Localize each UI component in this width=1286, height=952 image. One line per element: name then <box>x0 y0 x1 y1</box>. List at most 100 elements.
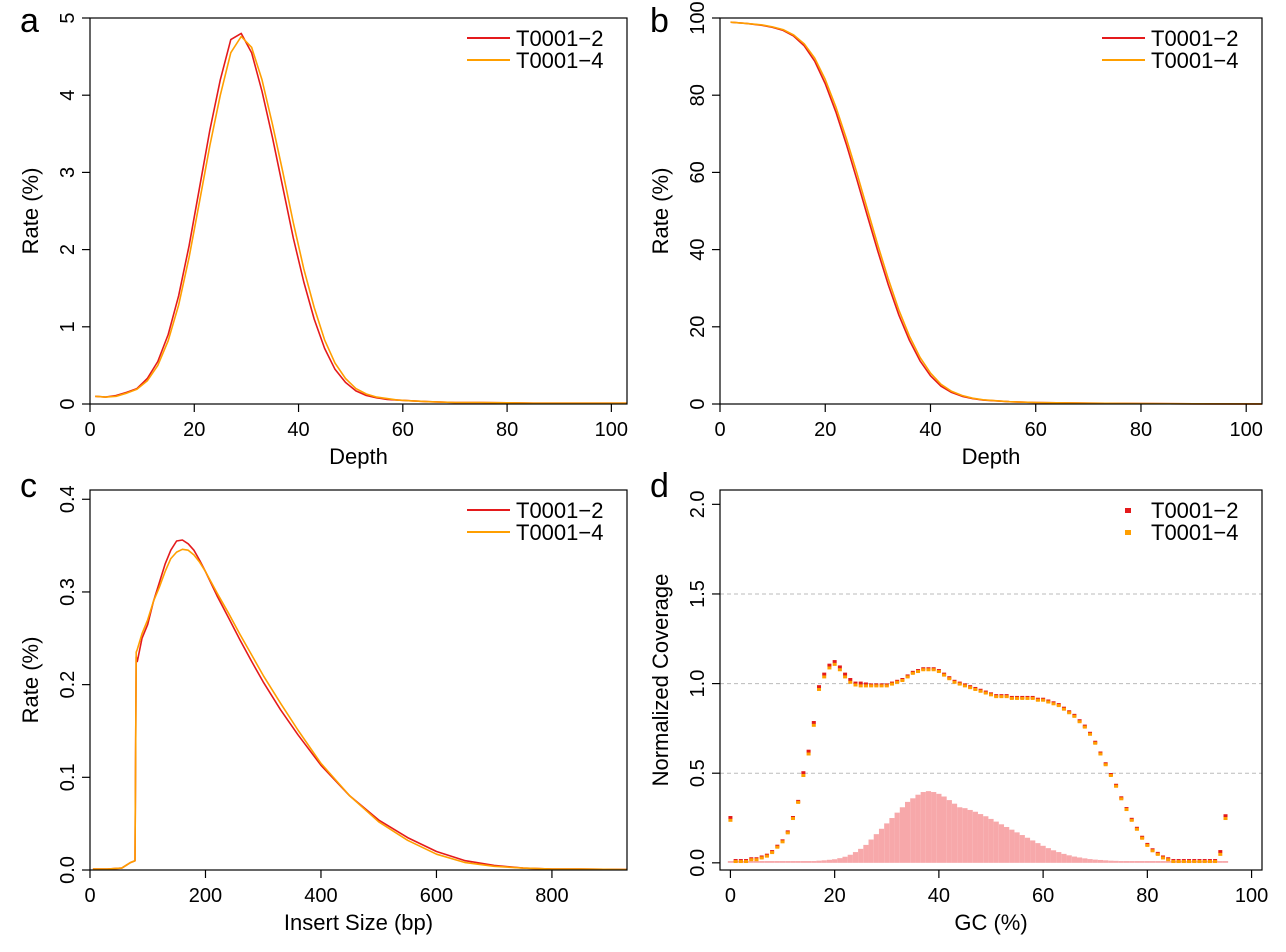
x-tick-label: 800 <box>535 885 568 907</box>
data-point <box>811 721 816 725</box>
data-point <box>884 684 889 688</box>
y-tick-label: 5 <box>57 12 79 23</box>
data-point <box>843 675 848 679</box>
gc-bar <box>1045 848 1051 863</box>
panel-a: a 0 20 40 60 80 100 0 1 2 3 4 5 Depth Rate (%) T0001−2T… <box>18 2 628 469</box>
data-point <box>895 680 900 684</box>
series-line <box>92 539 628 871</box>
x-tick-label: 80 <box>1130 419 1152 441</box>
gc-bar <box>1014 832 1020 863</box>
gc-bar <box>847 854 853 863</box>
gc-bar <box>1009 829 1015 863</box>
x-tick-label: 20 <box>824 885 846 907</box>
gc-bar <box>915 794 921 863</box>
plot-frame <box>89 489 628 871</box>
legend-label: T0001−4 <box>516 48 603 73</box>
x-axis-label: Depth <box>962 444 1021 469</box>
gc-bar <box>764 861 770 863</box>
series-line <box>730 21 1263 405</box>
data-point <box>926 668 931 672</box>
x-tick-label: 80 <box>1136 885 1158 907</box>
data-point <box>744 860 749 864</box>
gc-bar <box>1030 840 1036 863</box>
data-point <box>770 851 775 855</box>
legend-swatch <box>1125 508 1131 513</box>
data-point <box>1134 827 1139 831</box>
data-point <box>936 670 941 674</box>
data-point <box>1124 808 1129 812</box>
data-point <box>900 679 905 682</box>
gc-bar <box>889 818 895 863</box>
data-point <box>1072 714 1077 718</box>
plot-frame <box>719 17 1263 405</box>
data-point <box>733 860 738 864</box>
gc-bar <box>1019 835 1025 863</box>
series-line <box>95 32 627 405</box>
legend-label: T0001−4 <box>1151 520 1238 545</box>
data-point <box>1213 860 1218 864</box>
data-point <box>822 672 827 676</box>
gc-bar <box>1108 860 1114 863</box>
gc-bar <box>988 818 994 863</box>
gc-bar <box>910 798 916 863</box>
gc-bar <box>795 861 801 863</box>
data-point <box>978 689 983 693</box>
data-point <box>931 668 936 672</box>
data-point <box>1056 704 1061 708</box>
gc-bar <box>951 803 958 863</box>
x-tick-label: 0 <box>84 885 95 907</box>
y-axis-label: Normalized Coverage <box>648 574 673 787</box>
x-tick-label: 20 <box>183 419 205 441</box>
data-point <box>1140 836 1145 840</box>
gc-bar <box>1097 859 1104 863</box>
legend-swatch <box>1125 530 1131 535</box>
gc-bar <box>1160 861 1166 863</box>
data-point <box>889 682 894 686</box>
x-tick-label: 80 <box>496 419 518 441</box>
data-point <box>968 686 973 690</box>
panel-d: d 0 20 40 60 80 100 0.0 0.5 1.0 1.5 2.0 GC (%) Normal… <box>648 467 1268 935</box>
data-point <box>1093 741 1098 745</box>
x-tick-label: 20 <box>814 419 836 441</box>
data-point <box>1207 860 1212 864</box>
data-point <box>1192 860 1197 864</box>
series-line <box>730 21 1263 405</box>
legend-label: T0001−2 <box>1151 498 1238 523</box>
data-point <box>1098 752 1103 756</box>
gc-bar <box>785 861 791 863</box>
gc-bar <box>748 861 754 863</box>
gc-bar <box>842 856 848 863</box>
data-point <box>1108 774 1113 777</box>
data-point <box>837 665 842 669</box>
x-tick-label: 100 <box>1230 419 1263 441</box>
data-point <box>785 831 790 835</box>
data-point <box>1103 763 1108 767</box>
gc-bar <box>941 796 947 863</box>
gc-bar <box>1144 861 1150 863</box>
data-point <box>905 675 910 679</box>
data-point <box>848 680 853 684</box>
data-point <box>879 684 884 688</box>
data-point <box>837 668 842 672</box>
data-point <box>910 671 915 675</box>
data-point <box>1114 784 1119 788</box>
data-point <box>1160 856 1165 860</box>
data-point <box>999 695 1004 699</box>
data-point <box>869 684 874 688</box>
data-point <box>1155 852 1160 856</box>
y-tick-label: 0 <box>687 398 709 409</box>
gc-bar <box>1076 857 1083 863</box>
data-point <box>1150 849 1155 853</box>
data-point <box>863 682 868 686</box>
x-tick-label: 60 <box>1032 885 1054 907</box>
data-point <box>832 660 837 664</box>
gc-bar <box>1035 843 1041 863</box>
legend-label: T0001−2 <box>516 498 603 523</box>
gc-bar <box>1050 850 1057 863</box>
gc-bar <box>1024 837 1031 863</box>
x-tick-label: 40 <box>287 419 309 441</box>
data-point <box>1077 720 1082 724</box>
data-point <box>1025 696 1030 700</box>
y-tick-label: 4 <box>57 90 79 101</box>
